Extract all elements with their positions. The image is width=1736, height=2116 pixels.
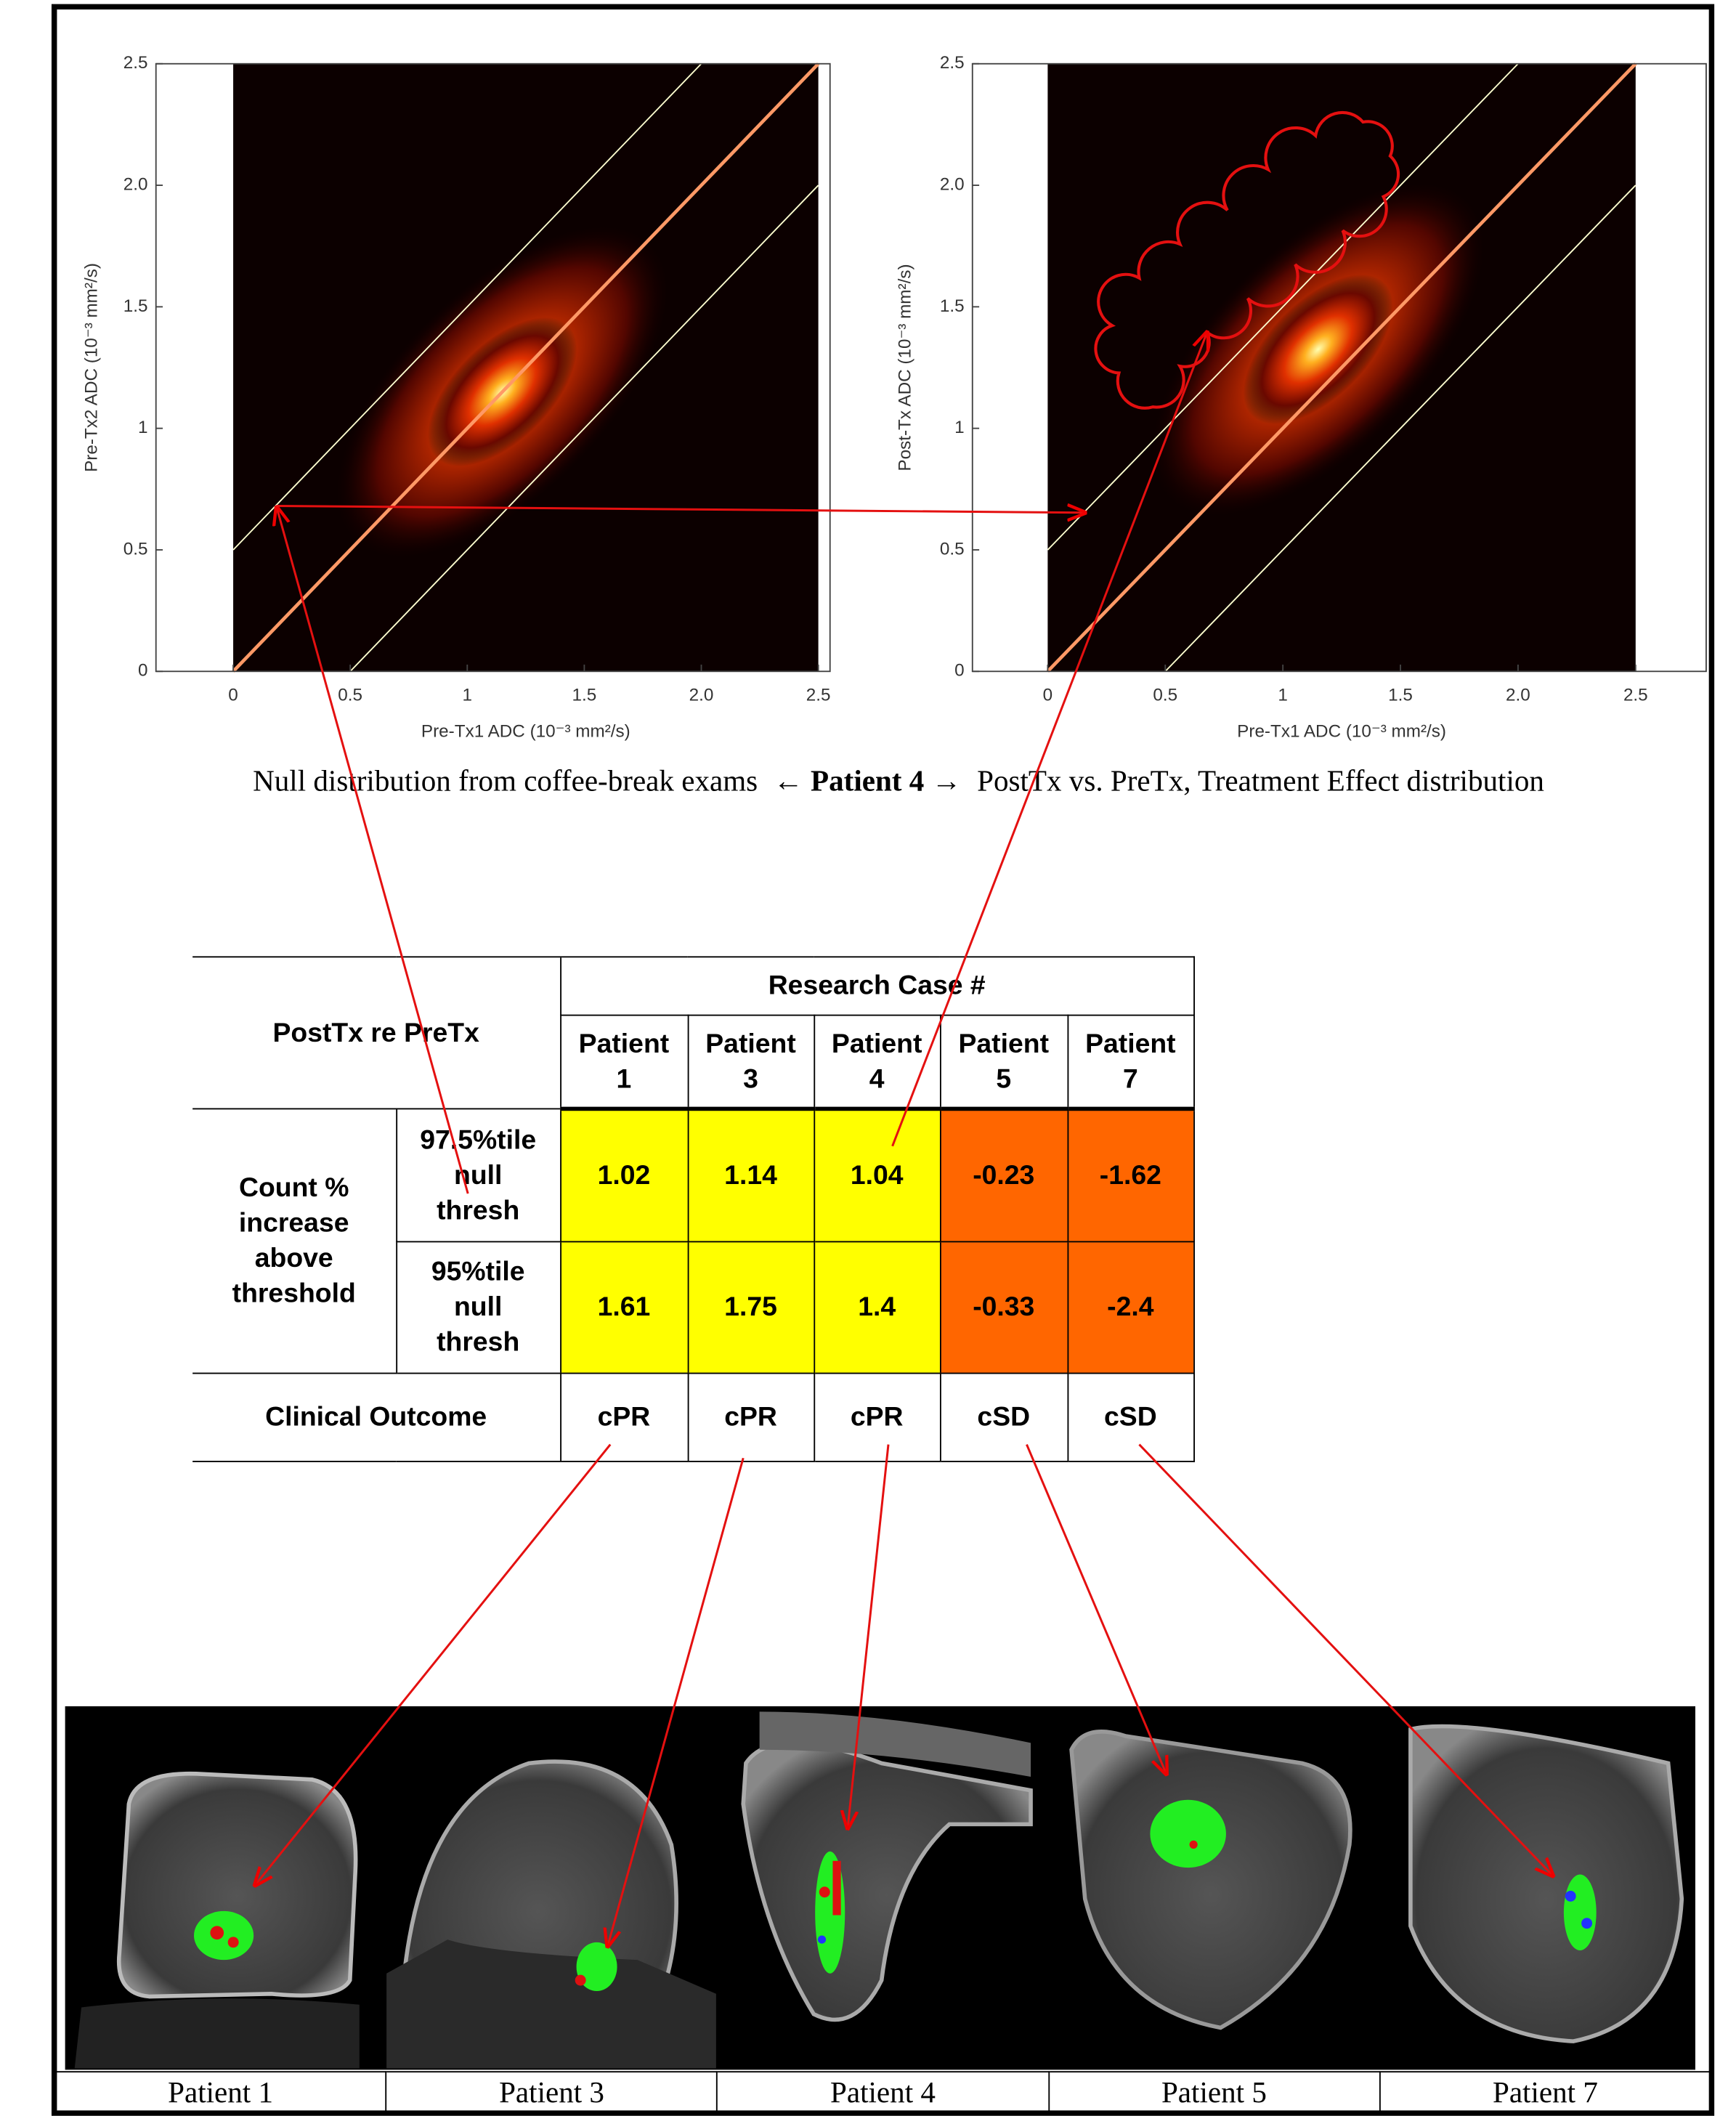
x-axis-label: Pre-Tx1 ADC (10⁻³ mm²/s) — [421, 722, 630, 742]
heatmap-chart: 0 0.5 1 1.5 2.0 2.5 0 0.5 1 1.5 2.0 2.5 Pre-Tx1 ADC … — [896, 53, 1707, 742]
x-tick-label: 0.5 — [338, 685, 362, 705]
row-group-label: Count % increase above threshold — [232, 1173, 356, 1309]
y-axis-label: Pre-Tx2 ADC (10⁻³ mm²/s) — [81, 263, 101, 472]
x-tick-label: 2.5 — [806, 685, 831, 705]
row-label: 97.5%tile null thresh — [395, 1108, 561, 1243]
y-tick-label: 2.5 — [123, 53, 148, 73]
outcome-label: Clinical Outcome — [192, 1372, 561, 1462]
outcome-cell: cSD — [1066, 1372, 1195, 1462]
image-label: Patient 1 — [54, 2071, 387, 2115]
x-tick-label: 2.5 — [1623, 685, 1648, 705]
y-tick-label: 1.5 — [123, 296, 148, 316]
axes-frame — [155, 62, 831, 673]
upper-threshold-line — [232, 63, 702, 551]
y-tick-label: 1 — [954, 418, 965, 437]
column-header-text: Patient 4 — [831, 1029, 922, 1094]
column-header: Patient 7 — [1066, 1014, 1195, 1111]
y-tick-label: 0 — [138, 661, 148, 681]
y-tick-label: 2.0 — [123, 174, 148, 194]
value-cell: -1.62 — [1066, 1108, 1195, 1243]
value-cell: 1.14 — [686, 1108, 814, 1243]
mri-panels — [65, 1706, 1696, 2070]
heatmap-chart: 0 0.5 1 1.5 2.0 2.5 0 0.5 1 1.5 2.0 2.5 Pre-Tx1 ADC … — [81, 53, 831, 742]
image-label: Patient 7 — [1379, 2071, 1712, 2115]
caption-center: ← Patient 4 → — [773, 763, 962, 798]
y-tick-label: 0.5 — [940, 539, 965, 559]
value-cell: 1.04 — [813, 1108, 940, 1243]
column-header: Patient 3 — [686, 1014, 814, 1111]
x-tick-label: 0 — [228, 685, 238, 705]
image-labels: Patient 1 Patient 3 Patient 4 Patient 5 Pati… — [54, 2071, 1712, 2115]
x-tick-label: 1.5 — [1388, 685, 1413, 705]
outcome-cell: cPR — [686, 1372, 814, 1462]
value-cell: 1.4 — [813, 1241, 940, 1374]
x-tick-label: 1 — [463, 685, 473, 705]
column-header: Patient 4 — [813, 1014, 940, 1111]
value-cell: -2.4 — [1066, 1241, 1195, 1374]
x-tick-label: 2.0 — [689, 685, 714, 705]
column-header: Patient 5 — [939, 1014, 1068, 1111]
x-tick-label: 0.5 — [1153, 685, 1177, 705]
row-label-text: 95%tile null thresh — [431, 1257, 525, 1358]
image-label: Patient 3 — [385, 2071, 718, 2115]
value-cell: -0.23 — [939, 1108, 1068, 1243]
y-tick-label: 2.0 — [940, 174, 965, 194]
column-header-text: Patient 7 — [1085, 1029, 1176, 1094]
value-cell: 1.61 — [559, 1241, 688, 1374]
x-tick-label: 1.5 — [572, 685, 597, 705]
lower-threshold-line — [1164, 185, 1636, 672]
x-tick-label: 0 — [1043, 685, 1053, 705]
y-tick-label: 1.5 — [940, 296, 965, 316]
caption-left: Null distribution from coffee-break exam… — [253, 763, 758, 798]
column-header-text: Patient 5 — [958, 1029, 1050, 1094]
column-header-text: Patient 1 — [578, 1029, 670, 1094]
x-tick-label: 2.0 — [1506, 685, 1530, 705]
y-tick-label: 0.5 — [123, 539, 148, 559]
value-cell: 1.75 — [686, 1241, 814, 1374]
x-axis-label: Pre-Tx1 ADC (10⁻³ mm²/s) — [1237, 722, 1446, 742]
y-axis-label: Post-Tx ADC (10⁻³ mm²/s) — [896, 264, 915, 471]
table-corner: PostTx re PreTx — [192, 956, 561, 1110]
image-label: Patient 4 — [716, 2071, 1050, 2115]
y-tick-label: 2.5 — [940, 53, 965, 73]
outcome-cell: cSD — [939, 1372, 1068, 1462]
row-label-text: 97.5%tile null thresh — [420, 1124, 537, 1226]
x-tick-label: 1 — [1278, 685, 1288, 705]
caption-right: PostTx vs. PreTx, Treatment Effect distr… — [977, 763, 1544, 798]
row-group-cell: Count % increase above threshold — [192, 1108, 397, 1374]
outcome-cell: cPR — [559, 1372, 688, 1462]
outcome-cell: cPR — [813, 1372, 940, 1462]
row-label: 95%tile null thresh — [395, 1241, 561, 1374]
caption: Null distribution from coffee-break exam… — [81, 763, 1716, 799]
group-header: Research Case # — [559, 956, 1195, 1016]
y-tick-label: 0 — [954, 661, 965, 681]
value-cell: -0.33 — [939, 1241, 1068, 1374]
results-table: PostTx re PreTx Research Case # Patient … — [192, 956, 1195, 1462]
column-header: Patient 1 — [559, 1014, 688, 1111]
image-label: Patient 5 — [1047, 2071, 1381, 2115]
column-header-text: Patient 3 — [705, 1029, 796, 1094]
value-cell: 1.02 — [559, 1108, 688, 1243]
y-tick-label: 1 — [138, 418, 148, 437]
